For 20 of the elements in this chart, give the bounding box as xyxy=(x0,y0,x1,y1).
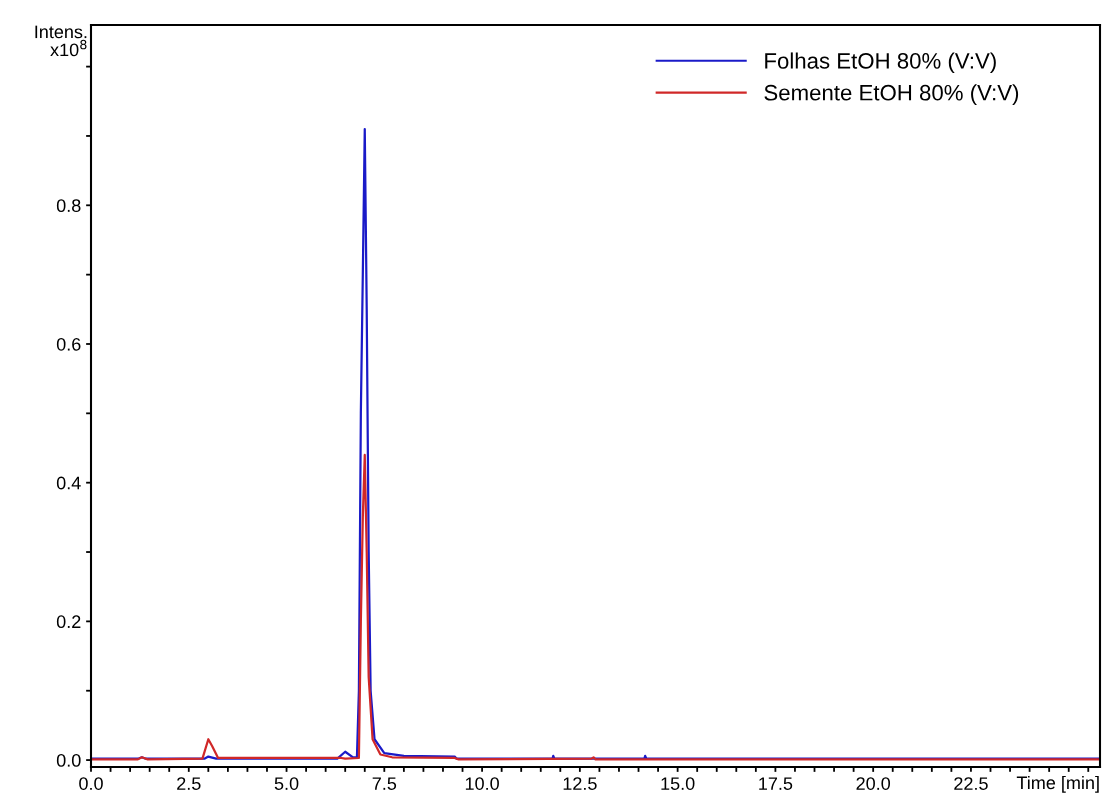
x-tick-label: 17.5 xyxy=(759,777,793,790)
legend-label: Semente EtOH 80% (V:V) xyxy=(764,84,1019,105)
x-tick-label: 7.5 xyxy=(372,777,397,790)
x-tick-label: 2.5 xyxy=(177,777,201,790)
y-tick-label: 0.8 xyxy=(56,199,81,213)
x-tick-label: 0.0 xyxy=(79,777,103,790)
x-tick-label: 5.0 xyxy=(274,777,299,790)
line-series xyxy=(91,453,1100,761)
x-tick-label: 12.5 xyxy=(563,777,597,790)
y-tick-label: 0.4 xyxy=(56,476,81,490)
x-tick-label: 20.0 xyxy=(856,777,891,790)
x-axis-title: Time [min] xyxy=(1016,775,1099,793)
x-tick-label: 15.0 xyxy=(661,777,695,790)
x-tick-label: 10.0 xyxy=(465,777,499,790)
y-tick-label: 0.6 xyxy=(56,337,81,351)
x-tick-label: 22.5 xyxy=(954,777,988,790)
legend-label: Folhas EtOH 80% (V:V) xyxy=(765,52,996,74)
y-tick-label: 0.0 xyxy=(56,754,81,767)
y-axis-title: Intens. x10$^{8}$ xyxy=(35,25,87,57)
y-tick-label: 0.2 xyxy=(56,615,81,629)
